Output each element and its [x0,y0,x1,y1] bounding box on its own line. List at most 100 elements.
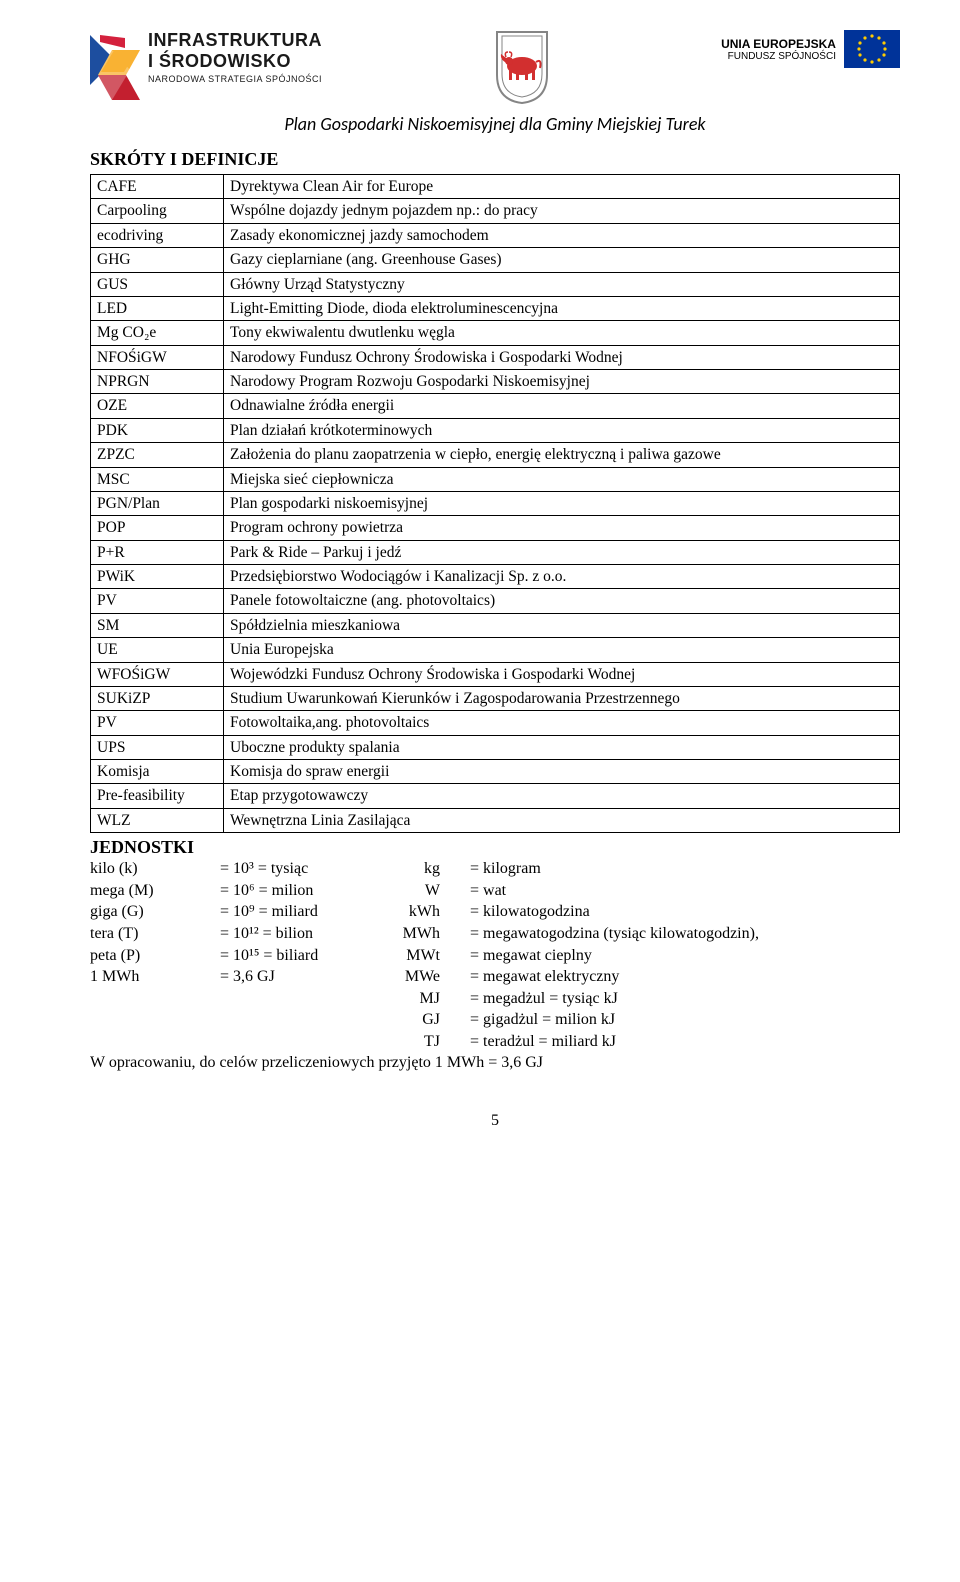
definition-cell: Gazy cieplarniane (ang. Greenhouse Gases… [224,248,900,272]
logo-eu: UNIA EUROPEJSKA FUNDUSZ SPÓJNOŚCI [721,30,900,68]
definition-cell: Park & Ride – Parkuj i jedź [224,540,900,564]
unit-definition: = megawat elektryczny [470,966,900,988]
table-row: SUKiZPStudium Uwarunkowań Kierunków i Za… [91,686,900,710]
table-row: WFOŚiGWWojewódzki Fundusz Ochrony Środow… [91,662,900,686]
abbr-cell: MSC [91,467,224,491]
definition-cell: Odnawialne źródła energii [224,394,900,418]
abbr-cell: OZE [91,394,224,418]
definition-cell: Narodowy Fundusz Ochrony Środowiska i Go… [224,345,900,369]
unit-symbol: kWh [390,901,440,923]
table-row: Pre-feasibilityEtap przygotowawczy [91,784,900,808]
definition-cell: Studium Uwarunkowań Kierunków i Zagospod… [224,686,900,710]
table-row: UEUnia Europejska [91,638,900,662]
page: INFRASTRUKTURA I ŚRODOWISKO NARODOWA STR… [0,0,960,1170]
unit-definition: = megawat cieplny [470,945,900,967]
abbr-cell: PV [91,711,224,735]
abbr-cell: PWiK [91,565,224,589]
table-row: WLZWewnętrzna Linia Zasilająca [91,808,900,832]
coat-of-arms-icon [492,30,552,105]
abbr-cell: P+R [91,540,224,564]
unit-symbol: MWh [390,923,440,945]
unit-symbol: W [390,880,440,902]
logo-right-line2: FUNDUSZ SPÓJNOŚCI [721,51,836,62]
abbr-cell: CAFE [91,175,224,199]
abbr-cell: POP [91,516,224,540]
table-row: PVFotowoltaika,ang. photovoltaics [91,711,900,735]
definition-cell: Wojewódzki Fundusz Ochrony Środowiska i … [224,662,900,686]
abbr-cell: PGN/Plan [91,491,224,515]
table-row: POPProgram ochrony powietrza [91,516,900,540]
table-row: UPSUboczne produkty spalania [91,735,900,759]
definition-cell: Panele fotowoltaiczne (ang. photovoltaic… [224,589,900,613]
definition-cell: Założenia do planu zaopatrzenia w ciepło… [224,443,900,467]
abbr-cell: Carpooling [91,199,224,223]
unit-prefix [90,1009,190,1031]
table-row: PDKPlan działań krótkoterminowych [91,418,900,442]
units-note: W opracowaniu, do celów przeliczeniowych… [90,1054,900,1072]
unit-symbol: MWt [390,945,440,967]
definition-cell: Light-Emitting Diode, dioda elektrolumin… [224,296,900,320]
unit-prefix: 1 MWh [90,966,190,988]
abbr-cell: NPRGN [91,370,224,394]
unit-definition: = gigadżul = milion kJ [470,1009,900,1031]
logo-left-line3: NARODOWA STRATEGIA SPÓJNOŚCI [148,74,322,84]
abbr-cell: ZPZC [91,443,224,467]
units-block: kilo (k)mega (M)giga (G)tera (T)peta (P)… [90,858,900,1052]
abbr-cell: SM [91,613,224,637]
document-subtitle: Plan Gospodarki Niskoemisyjnej dla Gminy… [90,113,900,135]
unit-prefix-value: = 10¹² = bilion [220,923,360,945]
definition-cell: Unia Europejska [224,638,900,662]
unit-prefix: giga (G) [90,901,190,923]
abbr-cell: UE [91,638,224,662]
unit-definition: = teradżul = miliard kJ [470,1031,900,1053]
logo-left-line1: INFRASTRUKTURA [148,30,322,51]
unit-prefix: mega (M) [90,880,190,902]
definition-cell: Dyrektywa Clean Air for Europe [224,175,900,199]
table-row: ZPZCZałożenia do planu zaopatrzenia w ci… [91,443,900,467]
logo-infrastruktura: INFRASTRUKTURA I ŚRODOWISKO NARODOWA STR… [90,30,322,100]
table-row: KomisjaKomisja do spraw energii [91,760,900,784]
unit-prefix [90,1031,190,1053]
definition-cell: Tony ekwiwalentu dwutlenku węgla [224,321,900,345]
unit-prefix-value: = 10¹⁵ = biliard [220,945,360,967]
abbr-cell: GHG [91,248,224,272]
table-row: CAFEDyrektywa Clean Air for Europe [91,175,900,199]
table-row: OZEOdnawialne źródła energii [91,394,900,418]
table-row: Mg CO₂eTony ekwiwalentu dwutlenku węgla [91,321,900,345]
unit-prefix-value: = 10³ = tysiąc [220,858,360,880]
logo-infrastruktura-icon [90,30,140,100]
logo-right-line1: UNIA EUROPEJSKA [721,37,836,51]
unit-definition: = megawatogodzina (tysiąc kilowatogodzin… [470,923,900,945]
table-row: ecodrivingZasady ekonomicznej jazdy samo… [91,223,900,247]
unit-symbol: kg [390,858,440,880]
abbr-cell: WLZ [91,808,224,832]
header-logos: INFRASTRUKTURA I ŚRODOWISKO NARODOWA STR… [90,30,900,105]
abbr-cell: Mg CO₂e [91,321,224,345]
unit-prefix: peta (P) [90,945,190,967]
abbr-cell: Komisja [91,760,224,784]
unit-prefix: tera (T) [90,923,190,945]
table-row: CarpoolingWspólne dojazdy jednym pojazde… [91,199,900,223]
definition-cell: Wspólne dojazdy jednym pojazdem np.: do … [224,199,900,223]
table-row: NPRGNNarodowy Program Rozwoju Gospodarki… [91,370,900,394]
definitions-table: CAFEDyrektywa Clean Air for EuropeCarpoo… [90,174,900,833]
unit-symbol: GJ [390,1009,440,1031]
logo-infrastruktura-text: INFRASTRUKTURA I ŚRODOWISKO NARODOWA STR… [148,30,322,84]
abbr-cell: GUS [91,272,224,296]
definition-cell: Plan działań krótkoterminowych [224,418,900,442]
definition-cell: Fotowoltaika,ang. photovoltaics [224,711,900,735]
unit-symbol: TJ [390,1031,440,1053]
abbr-cell: UPS [91,735,224,759]
table-row: PWiKPrzedsiębiorstwo Wodociągów i Kanali… [91,565,900,589]
table-row: SMSpółdzielnia mieszkaniowa [91,613,900,637]
abbr-cell: NFOŚiGW [91,345,224,369]
table-row: PVPanele fotowoltaiczne (ang. photovolta… [91,589,900,613]
table-row: P+RPark & Ride – Parkuj i jedź [91,540,900,564]
unit-symbol: MWe [390,966,440,988]
table-row: PGN/PlanPlan gospodarki niskoemisyjnej [91,491,900,515]
unit-prefix [90,988,190,1010]
unit-prefix-value: = 10⁶ = milion [220,880,360,902]
page-number: 5 [90,1112,900,1130]
definition-cell: Zasady ekonomicznej jazdy samochodem [224,223,900,247]
definition-cell: Miejska sieć ciepłownicza [224,467,900,491]
